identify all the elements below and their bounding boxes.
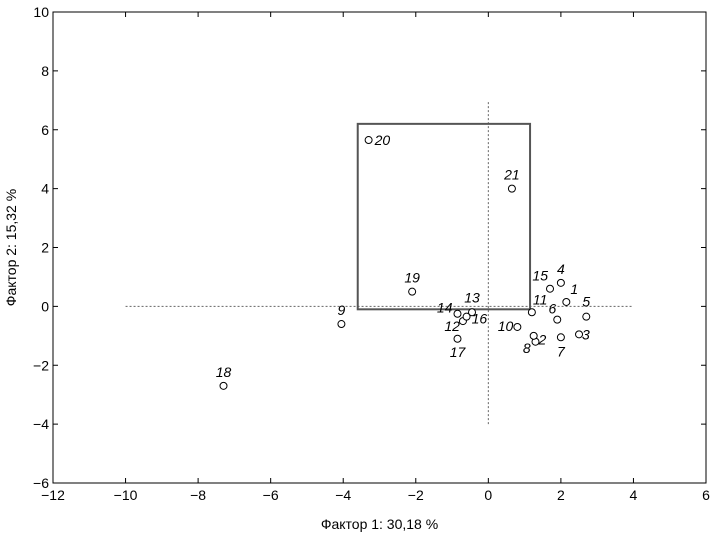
data-point-label: 20 — [374, 132, 391, 148]
y-tick-label: −4 — [33, 416, 49, 432]
data-point-label: 7 — [557, 343, 566, 359]
y-tick-label: 4 — [41, 181, 49, 197]
y-tick-label: 10 — [33, 4, 49, 20]
data-point — [529, 331, 538, 340]
data-point — [453, 334, 462, 343]
x-tick-label: −8 — [190, 487, 206, 503]
highlight-box-group — [356, 122, 532, 311]
data-point-label: 16 — [472, 311, 488, 327]
data-point — [575, 330, 584, 339]
data-point — [507, 184, 516, 193]
data-point — [408, 287, 417, 296]
data-point-label: 18 — [216, 364, 232, 380]
data-point-label: 12 — [444, 318, 460, 334]
data-point — [468, 308, 477, 317]
data-point-label: 4 — [557, 261, 565, 277]
x-tick-label: 4 — [630, 487, 638, 503]
data-point-label: 3 — [582, 326, 590, 342]
data-point-label: 5 — [582, 294, 590, 310]
data-point — [462, 312, 471, 321]
x-tick-label: −12 — [41, 487, 65, 503]
data-point-label: 1 — [570, 281, 578, 297]
x-tick-label: −4 — [335, 487, 351, 503]
y-tick-label: 2 — [41, 240, 49, 256]
data-point-label: 6 — [548, 301, 556, 317]
data-point — [562, 297, 571, 306]
data-point — [453, 309, 462, 318]
x-tick-label: 6 — [702, 487, 710, 503]
reference-lines — [125, 100, 634, 425]
data-point — [556, 278, 565, 287]
data-point-label: 14 — [437, 300, 453, 316]
highlight-box — [356, 122, 532, 311]
plot-frame — [52, 11, 707, 484]
data-point — [513, 322, 522, 331]
data-point — [364, 136, 373, 145]
y-tick-label: −6 — [33, 475, 49, 491]
data-point-label: 2 — [537, 332, 546, 348]
data-point-label: 19 — [404, 270, 420, 286]
y-tick-label: 8 — [41, 63, 49, 79]
data-point — [582, 312, 591, 321]
data-point-label: 13 — [464, 289, 480, 305]
data-point-label: 9 — [338, 302, 346, 318]
x-tick-label: −10 — [114, 487, 138, 503]
data-point-label: 10 — [498, 318, 514, 334]
data-point — [556, 333, 565, 342]
data-point — [527, 308, 536, 317]
data-point-label: 11 — [533, 291, 548, 307]
axis-ticks: −12 −10 −8 −6 −4 −2 0 2 4 6 −6 −4 −2 0 2 4 6 8 10 — [33, 4, 710, 503]
x-tick-label: −2 — [408, 487, 424, 503]
data-point-label: 17 — [450, 344, 467, 360]
y-tick-label: 6 — [41, 122, 49, 138]
data-point-label: 8 — [523, 340, 531, 356]
x-tick-label: 0 — [484, 487, 492, 503]
x-tick-label: −6 — [263, 487, 279, 503]
data-point-label: 21 — [503, 167, 520, 183]
x-tick-label: 2 — [557, 487, 565, 503]
data-point-label: 15 — [532, 268, 548, 284]
data-point — [337, 320, 346, 329]
x-axis-title: Фактор 1: 30,18 % — [321, 516, 438, 532]
y-tick-label: −2 — [33, 357, 49, 373]
data-point — [219, 381, 228, 390]
y-tick-label: 0 — [41, 298, 49, 314]
data-point — [546, 284, 555, 293]
data-point — [553, 315, 562, 324]
y-axis-title: Фактор 2: 15,32 % — [3, 189, 19, 306]
